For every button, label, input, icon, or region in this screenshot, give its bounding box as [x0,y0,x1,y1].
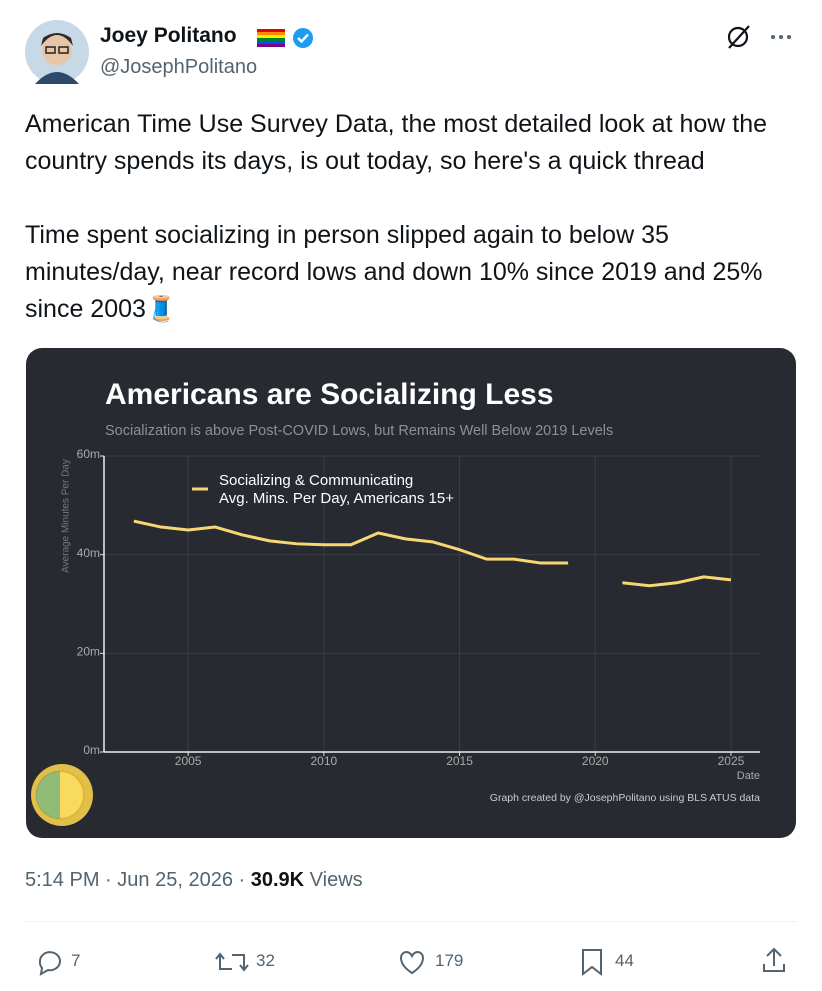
y-tick-label: 0m [83,743,100,757]
tweet-text: American Time Use Survey Data, the most … [25,106,800,365]
x-axis-label: Date [737,770,760,782]
like-count: 179 [435,951,464,970]
header-icons[interactable] [726,24,796,50]
share-icon[interactable] [760,945,788,975]
reply-count: 7 [71,951,81,970]
x-tick-label: 2010 [310,754,337,768]
chart-card[interactable] [26,348,796,838]
views-label: Views [309,869,363,891]
y-axis-label: Average Minutes Per Day [61,459,72,573]
author-handle[interactable]: @JosephPolitano [100,56,258,78]
legend-label: Socializing & Communicating Avg. Mins. P… [219,472,454,507]
y-tick-label: 60m [77,447,100,461]
separator: · [238,869,246,891]
repost-icon[interactable] [214,947,250,977]
caption: Graph created by @JosephPolitano using B… [490,792,760,804]
sun-logo [31,764,93,826]
badges [257,28,313,48]
y-tick-label: 40m [77,546,100,560]
chart: Americans are Socializing Less Socializa… [31,378,760,826]
x-tick-label: 2005 [175,754,202,768]
chart-title: Americans are Socializing Less [105,378,554,411]
chart-subtitle: Socialization is above Post-COVID Lows, … [105,423,613,439]
x-tick-label: 2015 [446,754,473,768]
x-tick-label: 2025 [718,754,745,768]
data-line [133,519,732,588]
tweet-meta: 5:14 PM · Jun 25, 2026 · 30.9K Views [25,869,363,892]
like-icon[interactable] [396,947,428,977]
separator: · [105,869,112,891]
paragraph: Time spent socializing in person slipped… [25,221,763,323]
author-name[interactable]: Joey Politano [100,24,237,47]
reply-icon[interactable] [35,947,65,977]
y-tick-label: 20m [77,645,100,659]
paragraph: American Time Use Survey Data, the most … [25,110,768,175]
bookmark-icon[interactable] [579,947,607,977]
avatar[interactable] [25,20,89,84]
x-tick-label: 2020 [582,754,609,768]
time[interactable]: 5:14 PM [25,869,100,891]
views-count: 30.9K [250,869,305,891]
divider [25,921,797,922]
date[interactable]: Jun 25, 2026 [117,869,233,891]
repost-count: 32 [256,951,275,970]
bookmark-count: 44 [615,951,634,970]
